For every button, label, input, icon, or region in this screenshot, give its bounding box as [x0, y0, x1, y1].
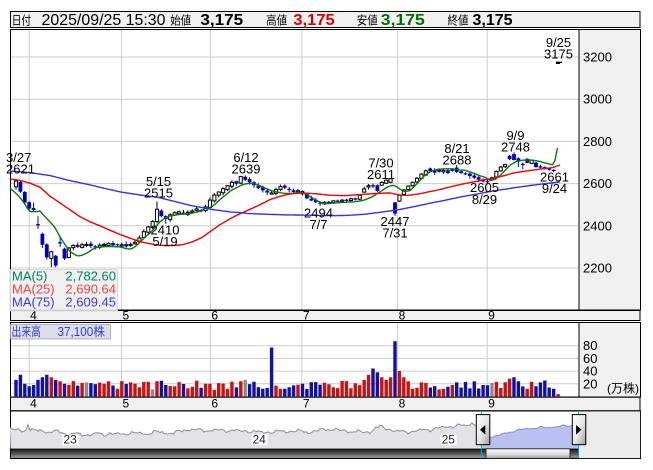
svg-text:2515: 2515 [144, 186, 173, 201]
svg-text:終値: 終値 [448, 13, 469, 28]
svg-text:7: 7 [303, 397, 310, 411]
svg-text:9/25: 9/25 [546, 35, 571, 50]
svg-text:8/21: 8/21 [444, 141, 469, 156]
svg-text:2400: 2400 [583, 218, 612, 233]
svg-text:2200: 2200 [583, 261, 612, 276]
svg-text:6: 6 [211, 309, 218, 323]
svg-text:2605: 2605 [470, 180, 499, 195]
svg-text:2639: 2639 [232, 162, 261, 177]
svg-text:3,175: 3,175 [473, 12, 513, 29]
svg-text:5: 5 [123, 309, 130, 323]
svg-text:2025/09/25 15:30: 2025/09/25 15:30 [42, 12, 166, 29]
svg-text:8: 8 [399, 397, 406, 411]
svg-text:8: 8 [399, 309, 406, 323]
svg-text:9/24: 9/24 [542, 181, 567, 196]
svg-text:2,609.45: 2,609.45 [65, 295, 116, 310]
svg-text:9/9: 9/9 [506, 128, 524, 143]
svg-text:2688: 2688 [443, 153, 472, 168]
svg-text:2410: 2410 [151, 223, 180, 238]
svg-text:2800: 2800 [583, 134, 612, 149]
svg-text:7/30: 7/30 [368, 156, 393, 171]
svg-text:6/12: 6/12 [233, 150, 258, 165]
svg-text:60: 60 [583, 351, 597, 366]
svg-text:5/19: 5/19 [152, 234, 177, 249]
svg-text:5: 5 [123, 397, 130, 411]
svg-text:2,690.64: 2,690.64 [65, 282, 116, 297]
svg-text:7: 7 [303, 309, 310, 323]
svg-text:MA(5): MA(5) [12, 269, 47, 284]
svg-text:MA(25): MA(25) [12, 282, 55, 297]
svg-text:2447: 2447 [381, 214, 410, 229]
svg-text:3000: 3000 [583, 92, 612, 107]
svg-text:3200: 3200 [583, 50, 612, 65]
svg-text:始値: 始値 [170, 13, 191, 28]
svg-text:出来高: 出来高 [12, 324, 42, 339]
svg-text:24: 24 [253, 433, 267, 447]
svg-text:4: 4 [30, 397, 37, 411]
svg-text:6: 6 [211, 397, 218, 411]
svg-text:高値: 高値 [266, 13, 287, 28]
svg-text:25: 25 [442, 433, 456, 447]
svg-text:2748: 2748 [501, 140, 530, 155]
svg-text:MA(75): MA(75) [12, 295, 55, 310]
svg-text:2600: 2600 [583, 176, 612, 191]
svg-text:40: 40 [583, 364, 597, 379]
svg-text:9: 9 [488, 397, 495, 411]
svg-text:20: 20 [583, 376, 597, 391]
svg-text:2494: 2494 [304, 206, 333, 221]
svg-text:2611: 2611 [367, 167, 395, 182]
svg-text:37,100株: 37,100株 [58, 324, 106, 339]
svg-text:3/27: 3/27 [6, 150, 31, 165]
svg-text:安値: 安値 [357, 13, 378, 28]
svg-text:3,175: 3,175 [293, 12, 334, 29]
svg-text:5/15: 5/15 [146, 174, 171, 189]
svg-text:2661: 2661 [540, 170, 569, 185]
svg-text:3175: 3175 [544, 47, 573, 62]
svg-text:2,782.60: 2,782.60 [65, 269, 116, 284]
svg-text:9: 9 [488, 309, 495, 323]
svg-text:8/29: 8/29 [472, 192, 497, 207]
svg-text:23: 23 [64, 433, 78, 447]
svg-text:7/31: 7/31 [382, 226, 407, 241]
svg-text:3,175: 3,175 [381, 12, 425, 29]
svg-text:7/7: 7/7 [309, 217, 327, 232]
svg-text:日付: 日付 [12, 14, 32, 28]
svg-text:4: 4 [30, 309, 37, 323]
svg-text:(万株): (万株) [607, 381, 639, 396]
svg-text:3,175: 3,175 [200, 12, 243, 29]
svg-text:80: 80 [583, 338, 597, 353]
svg-text:2621: 2621 [6, 162, 35, 177]
